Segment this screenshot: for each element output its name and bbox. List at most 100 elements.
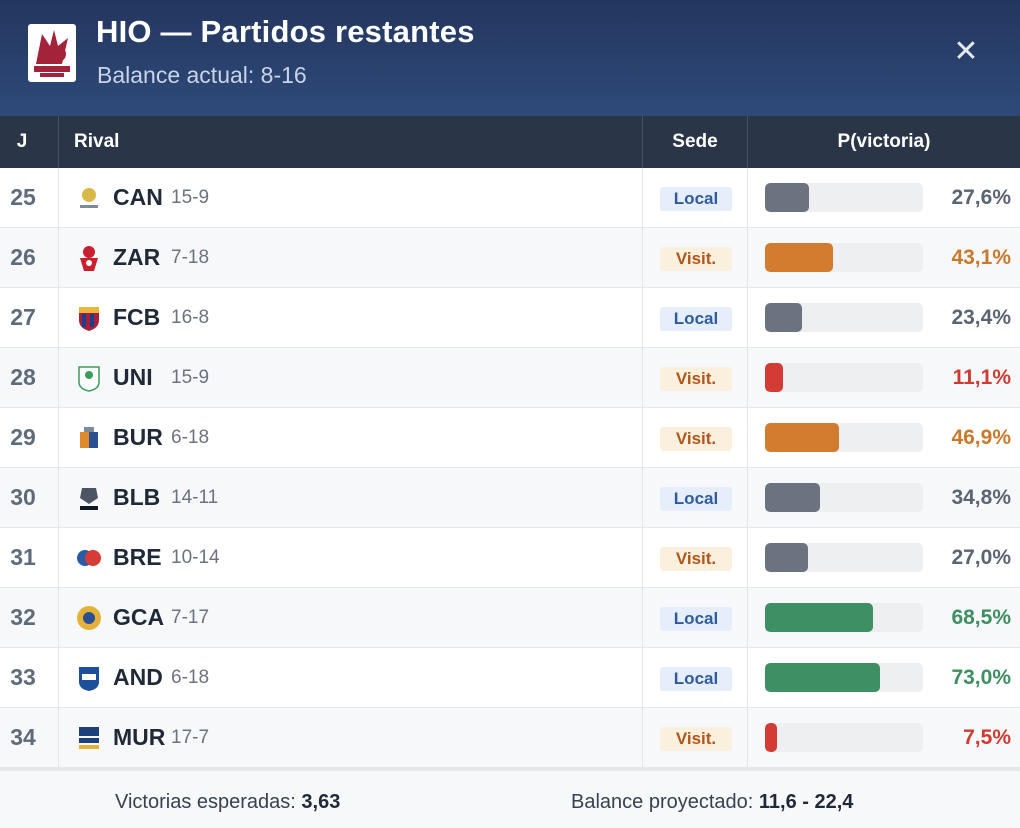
projected-record: Balance proyectado: 11,6 - 22,4 [571, 791, 853, 814]
column-divider [58, 708, 59, 767]
projected-record-label: Balance proyectado: [571, 791, 759, 813]
table-row[interactable]: 26 ZAR 7-18 Visit. 43,1% [0, 228, 1020, 288]
expected-wins-label: Victorias esperadas: [115, 791, 302, 813]
rival-record: 10-14 [171, 547, 220, 568]
column-divider [642, 348, 643, 407]
matchday-number: 31 [10, 544, 36, 570]
rival-record: 6-18 [171, 667, 210, 688]
win-probability-bar [765, 723, 923, 752]
and-crest-icon [79, 667, 99, 691]
venue-badge: Visit. [660, 247, 732, 271]
venue-badge: Visit. [660, 727, 732, 751]
column-divider [747, 648, 748, 707]
column-divider [642, 168, 643, 227]
column-divider [747, 588, 748, 647]
column-divider [58, 408, 59, 467]
uni-crest-icon [78, 366, 100, 392]
table-row[interactable]: 31 BRE 10-14 Visit. 27,0% [0, 528, 1020, 588]
win-probability-bar [765, 543, 923, 572]
win-probability-bar [765, 483, 923, 512]
column-divider [642, 648, 643, 707]
win-probability-value: 7,5% [963, 726, 1011, 749]
matchday-number: 34 [10, 724, 36, 750]
table-row[interactable]: 33 AND 6-18 Local 73,0% [0, 648, 1020, 708]
win-probability-value: 23,4% [951, 306, 1011, 329]
win-probability-fill [765, 723, 777, 752]
venue-badge: Visit. [660, 427, 732, 451]
column-divider [58, 528, 59, 587]
table-row[interactable]: 27 FCB 16-8 Local 23,4% [0, 288, 1020, 348]
bur-crest-icon [80, 427, 98, 448]
venue-badge: Visit. [660, 547, 732, 571]
matchday-number: 28 [10, 364, 36, 390]
column-header-sede[interactable]: Sede [672, 131, 718, 152]
venue-badge: Local [660, 607, 732, 631]
matchday-number: 26 [10, 244, 36, 270]
win-probability-value: 46,9% [951, 426, 1011, 449]
win-probability-fill [765, 423, 840, 452]
games-table-body: 25 CAN 15-9 Local 27,6% 26 ZAR 7-18 Visit. 43,1% 2… [0, 168, 1020, 768]
win-probability-fill [765, 303, 802, 332]
column-header-j[interactable]: J [16, 131, 28, 152]
win-probability-value: 11,1% [952, 366, 1011, 389]
win-probability-value: 68,5% [951, 606, 1011, 629]
rival-record: 7-18 [171, 247, 210, 268]
win-probability-bar [765, 423, 923, 452]
team-crest-icon [28, 24, 76, 82]
win-probability-fill [765, 603, 874, 632]
fcb-crest-icon [79, 307, 99, 331]
column-divider [747, 348, 748, 407]
gca-crest-icon [77, 606, 101, 630]
column-divider [642, 708, 643, 767]
rival-code[interactable]: BRE [113, 544, 162, 570]
column-header-rival[interactable]: Rival [74, 131, 120, 152]
column-divider [642, 408, 643, 467]
column-divider [58, 116, 59, 168]
zar-crest-icon [80, 246, 98, 271]
rival-code[interactable]: FCB [113, 304, 161, 330]
win-probability-bar [765, 603, 923, 632]
venue-badge: Local [660, 187, 732, 211]
page-title: HIO — Partidos restantes [96, 14, 475, 49]
column-divider [747, 528, 748, 587]
matchday-number: 25 [10, 184, 36, 210]
column-divider [58, 228, 59, 287]
table-row[interactable]: 25 CAN 15-9 Local 27,6% [0, 168, 1020, 228]
rival-code[interactable]: CAN [113, 184, 163, 210]
column-divider [58, 288, 59, 347]
matchday-number: 30 [10, 484, 36, 510]
column-header-probability[interactable]: P(victoria) [837, 131, 931, 152]
rival-code[interactable]: BLB [113, 484, 161, 510]
close-icon[interactable]: ✕ [953, 35, 979, 68]
column-divider [642, 228, 643, 287]
can-crest-icon [80, 188, 98, 208]
rival-code[interactable]: GCA [113, 604, 165, 630]
rival-code[interactable]: UNI [113, 364, 153, 390]
matchday-number: 27 [10, 304, 36, 330]
table-row[interactable]: 29 BUR 6-18 Visit. 46,9% [0, 408, 1020, 468]
table-row[interactable]: 30 BLB 14-11 Local 34,8% [0, 468, 1020, 528]
win-probability-value: 34,8% [951, 486, 1011, 509]
expected-wins: Victorias esperadas: 3,63 [115, 791, 340, 814]
column-divider [747, 408, 748, 467]
mur-crest-icon [79, 727, 99, 749]
matchday-number: 32 [10, 604, 36, 630]
column-divider [642, 528, 643, 587]
rival-record: 6-18 [171, 427, 210, 448]
column-divider [747, 168, 748, 227]
venue-badge: Local [660, 487, 732, 511]
column-divider [58, 468, 59, 527]
table-row[interactable]: 32 GCA 7-17 Local 68,5% [0, 588, 1020, 648]
current-record: Balance actual: 8-16 [97, 62, 307, 88]
rival-code[interactable]: AND [113, 664, 163, 690]
projected-record-value: 11,6 - 22,4 [758, 791, 854, 813]
column-divider [642, 288, 643, 347]
column-divider [642, 588, 643, 647]
rival-code[interactable]: ZAR [113, 244, 161, 270]
win-probability-value: 73,0% [951, 666, 1011, 689]
rival-code[interactable]: BUR [113, 424, 163, 450]
table-row[interactable]: 28 UNI 15-9 Visit. 11,1% [0, 348, 1020, 408]
rival-code[interactable]: MUR [113, 724, 166, 750]
bre-crest-icon [77, 550, 101, 566]
table-row[interactable]: 34 MUR 17-7 Visit. 7,5% [0, 708, 1020, 768]
